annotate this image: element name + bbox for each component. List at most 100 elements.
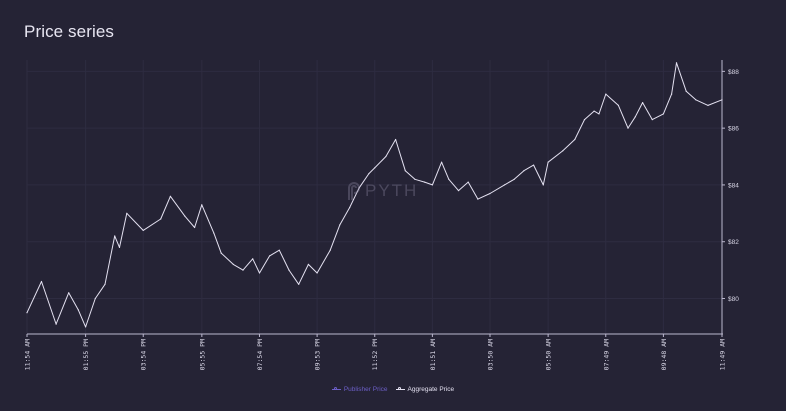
data-point [617,104,620,106]
x-tick-label: 09:48 AM [660,339,668,370]
data-point [349,207,351,209]
data-point [316,272,318,274]
x-tick-label: 03:54 PM [140,339,148,370]
data-point [685,90,687,92]
data-point [339,224,341,226]
x-tick-label: 07:49 AM [602,339,610,370]
data-point [213,232,215,234]
data-point [104,283,106,285]
x-tick-label: 07:54 PM [256,339,264,370]
data-point [448,178,450,180]
data-point [404,170,406,172]
data-point [258,272,261,274]
data-point [523,170,525,172]
data-point [395,138,397,141]
data-point [385,155,387,158]
data-point [142,229,144,231]
data-point [374,167,376,169]
data-point [194,226,196,229]
data-point [671,93,673,95]
data-point [542,184,544,186]
data-point [184,215,186,217]
data-point [431,184,433,186]
x-tick-label: 11:49 AM [719,339,727,370]
data-point [441,161,443,163]
legend-item-publisher-price[interactable]: Publisher Price [331,386,388,393]
x-tick-label: 05:50 AM [545,339,553,370]
y-tick-label: $88 [728,69,739,76]
chart-title: Price series [24,22,115,41]
data-point [721,99,723,101]
data-point [94,297,96,300]
data-point [40,280,43,283]
data-point [675,62,678,64]
legend-label-publisher-price: Publisher Price [343,386,388,393]
y-tick-label: $82 [728,239,739,246]
data-point [220,252,222,254]
data-point [55,323,57,325]
legend-swatch-publisher-icon [331,387,341,392]
data-point [160,218,162,220]
data-point [598,113,600,115]
data-point [634,116,636,118]
data-point [126,212,128,214]
data-point [662,113,665,115]
data-point [329,249,331,251]
data-point [358,187,360,189]
y-tick-label: $86 [728,126,739,133]
data-point [695,99,697,101]
x-tick-label: 01:55 PM [82,339,90,370]
data-point [368,173,370,175]
data-point [547,161,549,163]
data-point [269,255,271,257]
legend-item-aggregate-price[interactable]: Aggregate Price [395,386,455,393]
data-point [593,110,595,112]
data-point [232,263,234,265]
y-tick-label: $80 [728,296,739,303]
data-point [252,258,254,260]
data-point [201,204,203,206]
x-tick-label: 11:54 AM [24,339,32,370]
data-point [651,119,653,121]
pyth-logo-icon [348,182,361,200]
data-point [642,102,644,104]
data-point [414,178,416,180]
data-point [298,283,300,285]
data-point [477,198,479,200]
data-point [457,190,460,192]
legend: Publisher Price Aggregate Price [0,386,786,393]
x-tick-label: 05:55 PM [198,339,206,370]
y-tick-label: $84 [728,182,739,189]
data-point [307,263,309,265]
data-point [513,178,515,180]
data-point [26,312,28,314]
watermark-text: PYTH [365,181,419,200]
x-tick-label: 09:53 PM [314,339,322,370]
data-point [114,235,116,237]
data-point [503,184,506,186]
data-point [288,269,290,271]
data-point [424,181,426,183]
data-point [77,309,79,311]
x-tick-label: 03:50 AM [487,339,495,370]
data-point [467,181,469,183]
data-point [68,292,70,294]
watermark: PYTH [347,181,418,201]
legend-swatch-aggregate-icon [395,387,405,392]
data-point [627,127,629,129]
data-point [707,104,709,106]
x-tick-label: 01:51 AM [429,339,437,370]
data-point [118,246,121,248]
data-point [85,326,87,328]
data-point [574,138,576,141]
data-point [562,150,564,152]
data-point [583,119,586,121]
data-point [605,93,607,95]
x-tick-label: 11:52 PM [371,339,379,370]
data-point [242,269,244,271]
legend-label-aggregate-price: Aggregate Price [407,386,455,393]
data-point [169,195,171,197]
data-point [533,164,535,166]
